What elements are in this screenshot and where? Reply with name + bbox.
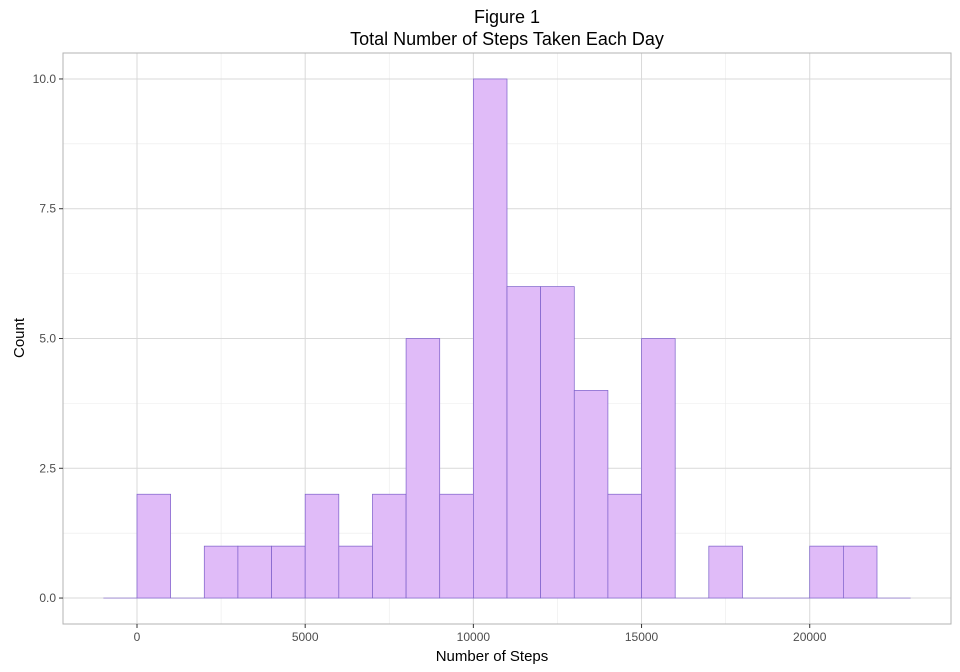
histogram-bar bbox=[843, 545, 878, 599]
histogram-bar bbox=[203, 545, 239, 599]
histogram-bar bbox=[540, 286, 575, 599]
histogram-bar bbox=[506, 286, 541, 599]
y-tick-label: 2.5 bbox=[39, 461, 56, 475]
histogram-bar bbox=[237, 545, 272, 599]
x-axis-title: Number of Steps bbox=[436, 648, 549, 665]
x-tick-label: 0 bbox=[134, 630, 141, 644]
histogram-bar bbox=[136, 493, 171, 599]
chart-subtitle: Total Number of Steps Taken Each Day bbox=[350, 29, 664, 49]
y-axis-title: Count bbox=[11, 317, 28, 358]
histogram-bar bbox=[271, 545, 306, 599]
histogram-bar bbox=[607, 493, 642, 599]
y-tick-label: 10.0 bbox=[33, 72, 57, 86]
x-tick-label: 20000 bbox=[793, 630, 827, 644]
y-tick-label: 5.0 bbox=[39, 332, 56, 346]
y-tick-label: 0.0 bbox=[39, 591, 56, 605]
histogram-bar bbox=[338, 545, 373, 599]
x-tick-label: 10000 bbox=[457, 630, 491, 644]
histogram-bar bbox=[641, 338, 676, 599]
histogram-bar bbox=[809, 545, 844, 599]
histogram-bar bbox=[304, 493, 340, 599]
histogram-bar bbox=[439, 493, 474, 599]
histogram-bars bbox=[103, 78, 911, 599]
x-axis-ticks: 0 5000 10000 15000 20000 bbox=[134, 624, 827, 644]
y-tick-label: 7.5 bbox=[39, 202, 56, 216]
histogram-bar bbox=[708, 545, 743, 599]
y-axis-ticks: 0.0 2.5 5.0 7.5 10.0 bbox=[33, 72, 63, 605]
chart-title: Figure 1 bbox=[474, 7, 540, 27]
histogram-bar bbox=[473, 78, 508, 599]
histogram-bar bbox=[405, 338, 441, 599]
x-tick-label: 5000 bbox=[292, 630, 319, 644]
x-tick-label: 15000 bbox=[625, 630, 659, 644]
histogram-bar bbox=[372, 493, 407, 599]
histogram-bar bbox=[573, 390, 609, 599]
